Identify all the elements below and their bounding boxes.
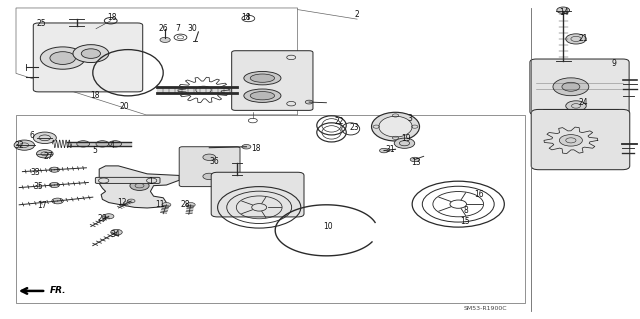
Text: FR.: FR. <box>50 286 67 295</box>
Text: 12: 12 <box>117 198 126 207</box>
Circle shape <box>305 100 313 104</box>
Text: 28: 28 <box>181 200 190 209</box>
Circle shape <box>109 141 122 147</box>
Circle shape <box>410 157 419 162</box>
Text: 25: 25 <box>36 19 47 28</box>
Circle shape <box>160 37 170 42</box>
Text: 32: 32 <box>14 141 24 150</box>
Text: 24: 24 <box>579 98 589 107</box>
Circle shape <box>49 167 60 172</box>
Circle shape <box>394 138 415 148</box>
Circle shape <box>111 229 122 235</box>
FancyBboxPatch shape <box>530 59 629 115</box>
Circle shape <box>559 135 582 146</box>
Circle shape <box>557 7 570 13</box>
FancyBboxPatch shape <box>179 147 240 187</box>
Text: 14: 14 <box>559 8 570 17</box>
Text: 26: 26 <box>158 24 168 33</box>
Text: 17: 17 <box>36 201 47 210</box>
Circle shape <box>186 203 195 207</box>
Circle shape <box>380 148 388 153</box>
Text: 34: 34 <box>110 230 120 239</box>
Text: 22: 22 <box>335 117 344 126</box>
FancyBboxPatch shape <box>232 51 313 110</box>
Ellipse shape <box>250 74 275 82</box>
Circle shape <box>130 181 149 190</box>
Text: SM53-R1900C: SM53-R1900C <box>464 306 508 311</box>
Circle shape <box>52 198 63 204</box>
Circle shape <box>104 214 114 219</box>
Text: 23: 23 <box>349 123 359 132</box>
Circle shape <box>73 45 109 63</box>
Circle shape <box>40 47 85 69</box>
Polygon shape <box>99 166 179 208</box>
FancyBboxPatch shape <box>95 177 160 183</box>
FancyBboxPatch shape <box>33 23 143 92</box>
Text: 6: 6 <box>29 131 35 140</box>
Ellipse shape <box>250 92 275 100</box>
Ellipse shape <box>379 116 412 137</box>
Text: 36: 36 <box>209 157 220 166</box>
Text: 16: 16 <box>474 190 484 199</box>
Text: 8: 8 <box>463 206 468 215</box>
Circle shape <box>96 141 109 147</box>
Circle shape <box>49 182 60 188</box>
Text: 35: 35 <box>33 182 44 191</box>
Text: 4: 4 <box>109 141 115 150</box>
Text: 33: 33 <box>30 168 40 177</box>
Text: 21: 21 <box>579 34 588 43</box>
Text: 1: 1 <box>148 177 153 186</box>
Text: 2: 2 <box>355 10 360 19</box>
Circle shape <box>162 203 171 207</box>
Text: 31: 31 <box>385 145 396 154</box>
Circle shape <box>562 82 580 91</box>
Text: 20: 20 <box>120 102 130 111</box>
Circle shape <box>77 141 90 147</box>
Circle shape <box>36 150 53 158</box>
Circle shape <box>127 199 135 203</box>
Text: 11: 11 <box>156 200 164 209</box>
Circle shape <box>566 34 586 44</box>
Circle shape <box>242 145 251 149</box>
Text: 30: 30 <box>187 24 197 33</box>
Text: 18: 18 <box>90 91 99 100</box>
Circle shape <box>14 140 35 150</box>
Text: 27: 27 <box>43 152 53 161</box>
Circle shape <box>566 101 586 111</box>
Text: 5: 5 <box>92 146 97 155</box>
Circle shape <box>50 52 76 64</box>
Circle shape <box>553 78 589 96</box>
Ellipse shape <box>244 71 281 85</box>
Circle shape <box>81 49 100 58</box>
Text: 29: 29 <box>97 214 108 223</box>
Text: 13: 13 <box>411 158 421 167</box>
FancyBboxPatch shape <box>531 109 630 170</box>
Ellipse shape <box>371 112 420 141</box>
Text: 18: 18 <box>108 13 116 22</box>
Text: 18: 18 <box>242 13 251 22</box>
Circle shape <box>203 154 216 160</box>
Circle shape <box>33 132 56 144</box>
Ellipse shape <box>244 89 281 102</box>
Text: 18: 18 <box>252 144 260 153</box>
Circle shape <box>203 173 216 180</box>
Text: 15: 15 <box>460 217 470 226</box>
Text: 10: 10 <box>323 222 333 231</box>
Text: 7: 7 <box>175 24 180 33</box>
Text: 9: 9 <box>612 59 617 68</box>
FancyBboxPatch shape <box>211 172 304 217</box>
Text: 19: 19 <box>401 134 412 143</box>
Text: 3: 3 <box>407 114 412 122</box>
